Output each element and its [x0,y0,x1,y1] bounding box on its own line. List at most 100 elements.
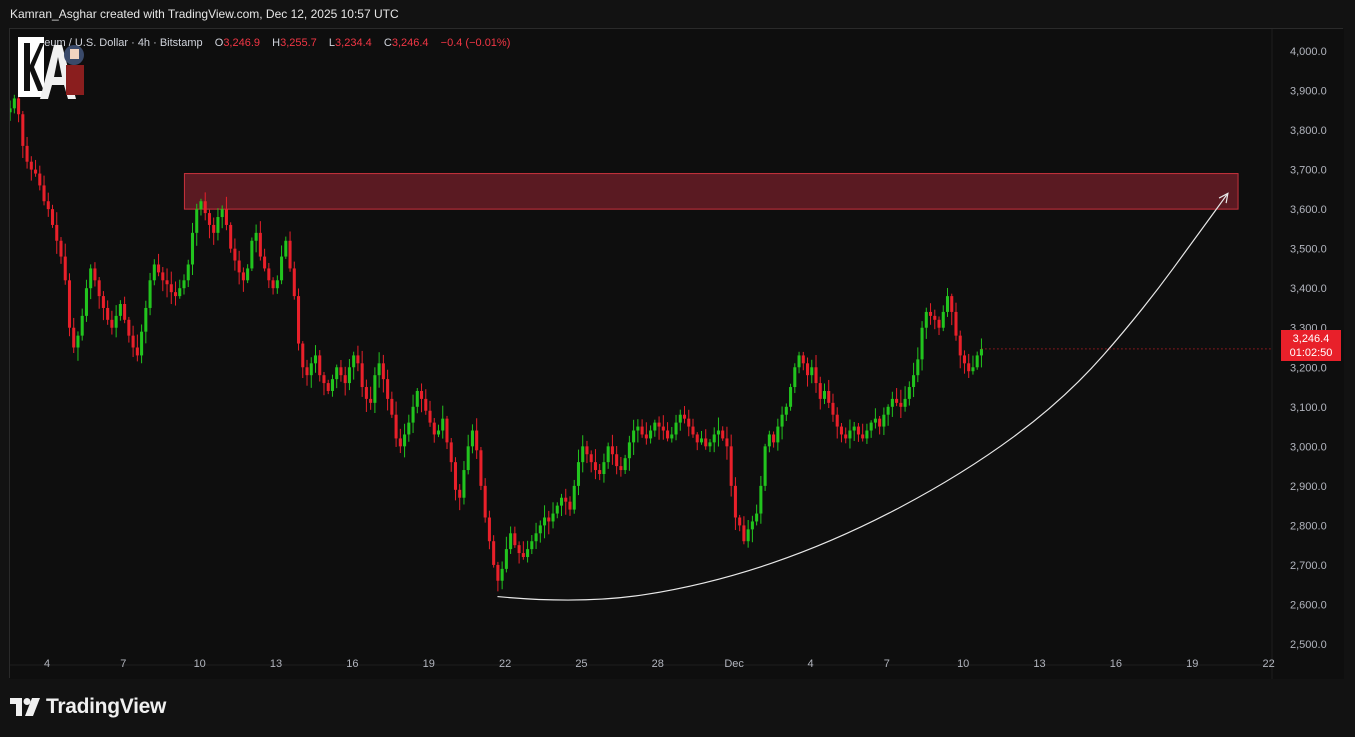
candle-body [462,470,466,498]
candle-body [750,521,754,530]
candle-body [63,256,67,281]
candle-body [810,367,814,376]
candle-body [292,268,296,297]
candle-body [212,224,216,233]
y-tick-label: 2,600.0 [1290,599,1327,611]
x-tick-label: 19 [423,658,435,670]
candle-body [950,296,954,312]
tradingview-brand[interactable]: TradingView [10,692,166,722]
candle-body [941,311,945,328]
candle-body [110,319,114,328]
candle-body [789,387,793,407]
candle-body [759,485,763,514]
candle-body [513,533,517,546]
y-tick-label: 3,100.0 [1290,402,1327,414]
candle-body [602,462,606,475]
candle-body [500,568,504,581]
last-price-value: 3,246.4 [1292,333,1330,345]
y-tick-label: 3,000.0 [1290,441,1327,453]
candle-body [780,414,784,427]
candle-body [526,549,530,558]
candle-body [725,438,729,447]
x-tick-label: Dec [724,658,744,670]
candle-body [979,349,983,356]
candle-body [615,454,619,467]
candle-body [12,98,16,109]
y-tick-label: 2,700.0 [1290,560,1327,572]
symbol-legend: Ethereum / U.S. Dollar · 4h · Bitstamp O… [18,36,510,50]
candle-body [470,430,474,447]
candle-body [229,224,233,249]
candle-body [581,446,585,463]
candle-body [933,315,937,320]
candle-body [589,454,593,463]
candle-body [818,383,822,399]
candle-body [220,209,224,218]
candle-body [534,533,538,542]
candle-body [114,315,118,328]
candle-body [543,517,547,526]
candle-body [343,375,347,384]
candle-body [827,390,831,403]
candle-body [178,288,182,297]
candle-body [797,355,801,368]
candle-body [971,367,975,372]
candle-body [610,446,614,455]
candle-body [865,430,869,439]
candle-body [882,414,886,427]
candle-body [364,387,368,399]
x-tick-label: 4 [44,658,50,670]
open-value: 3,246.9 [223,37,261,49]
candle-body [479,450,483,486]
y-tick-label: 2,800.0 [1290,520,1327,532]
candle-body [46,201,50,210]
candle-body [547,517,551,522]
candle-body [377,363,381,376]
candle-body [428,410,432,423]
candle-body [572,485,576,510]
candle-body [123,304,127,320]
candle-body [945,296,950,312]
candle-body [72,327,76,348]
candle-body [704,438,708,447]
candle-body [352,355,356,368]
candle-body [398,438,402,447]
candle-body [475,430,479,451]
candle-body [386,379,390,399]
price-chart[interactable]: 4,000.0 3,900.0 3,800.0 3,700.0 3,600.0 3,500… [10,29,1344,679]
candle-body [369,398,373,403]
candle-body [538,525,542,534]
candle-body [721,430,725,439]
projection-arrowhead [1218,192,1229,204]
candle-body [284,240,288,257]
candle-body [903,398,907,407]
candle-body [763,446,767,486]
tradingview-logo-icon [10,698,40,716]
candle-body [424,398,428,411]
candle-body [339,367,343,376]
candle-body [288,240,292,269]
candle-body [93,268,97,281]
candle-body [436,430,441,435]
candle-body [551,513,555,522]
candle-body [899,402,903,407]
candle-body [674,422,678,435]
candle-body [772,434,776,443]
low-label: L [328,37,336,49]
x-tick-label: 7 [120,658,126,670]
candle-body [929,311,933,316]
candle-body [831,402,835,415]
candle-body [466,446,470,471]
candle-body [644,434,648,439]
candle-body [301,343,305,368]
candle-body [653,422,657,431]
candle-body [767,434,771,447]
chart-panel[interactable]: 4,000.0 3,900.0 3,800.0 3,700.0 3,600.0 3,500… [9,28,1344,679]
candle-body [173,292,178,297]
candle-body [441,418,445,431]
candle-body [962,355,966,364]
candle-body [920,327,924,360]
candle-body [106,307,110,320]
plot-background [10,29,1344,679]
candle-body [241,272,245,281]
